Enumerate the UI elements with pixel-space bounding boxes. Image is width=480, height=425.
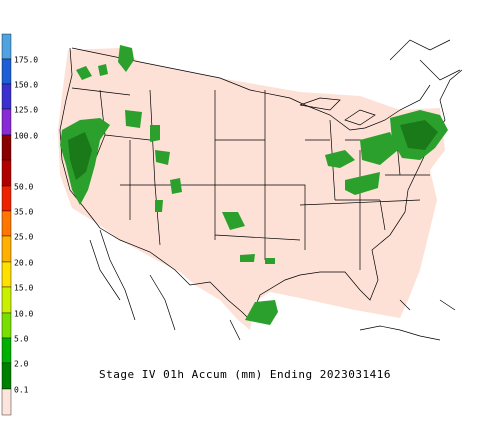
mexico-coast: [89, 229, 241, 341]
caption: Stage IV 01h Accum (mm) Ending 202303141…: [99, 368, 391, 381]
legend-label: 175.0: [14, 56, 38, 65]
legend-label: 0.1: [14, 386, 29, 395]
legend-label: 35.0: [14, 208, 33, 217]
legend-label: 5.0: [14, 335, 29, 344]
legend-label: 10.0: [14, 310, 33, 319]
precipitation: [60, 45, 448, 325]
cuba: [359, 299, 456, 341]
coverage-area: [58, 48, 445, 330]
legend-bar: [1, 33, 12, 416]
legend-label: 15.0: [14, 284, 33, 293]
legend-labels: 175.0 150.0 125.0 100.0 50.0 35.0 25.0 20.0 15.0…: [14, 56, 38, 395]
legend-label: 125.0: [14, 106, 38, 115]
legend-label: 20.0: [14, 259, 33, 268]
border-north: [71, 47, 431, 131]
legend-label: 50.0: [14, 183, 33, 192]
legend-label: 25.0: [14, 233, 33, 242]
legend-label: 150.0: [14, 81, 38, 90]
legend-label: 2.0: [14, 360, 29, 369]
canada-lakes: [299, 39, 461, 126]
map: [58, 39, 463, 341]
legend-label: 100.0: [14, 132, 38, 141]
